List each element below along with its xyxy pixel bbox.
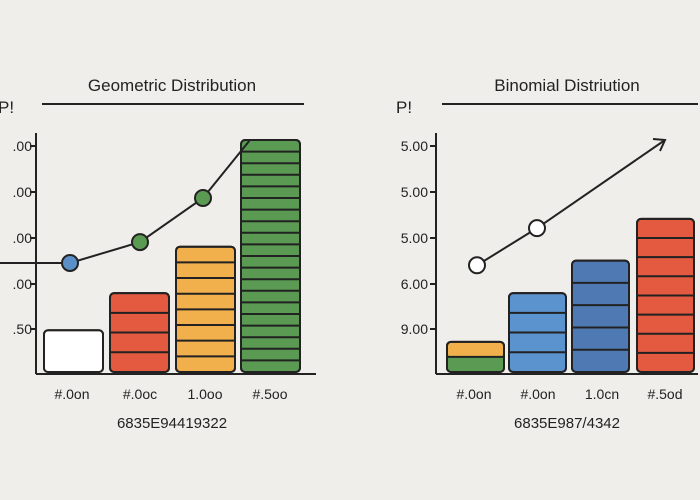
bar xyxy=(636,217,695,373)
bar xyxy=(43,329,104,373)
y-tick-label: .00 xyxy=(13,184,33,200)
line-point xyxy=(61,253,79,272)
trend-line xyxy=(0,139,251,264)
x-tick-label: #.5od xyxy=(647,386,682,402)
bar xyxy=(175,245,236,373)
chart-title: Geometric Distribution xyxy=(88,76,256,95)
bar xyxy=(571,259,630,374)
line-point xyxy=(468,256,486,275)
y-tick-label: 6.00 xyxy=(401,276,428,292)
x-tick-label: #.0oc xyxy=(123,386,157,402)
y-tick-label: .50 xyxy=(13,321,33,337)
line-point xyxy=(528,219,546,238)
bar xyxy=(240,139,301,373)
y-tick-label: 5.00 xyxy=(401,184,428,200)
bar xyxy=(109,292,170,373)
x-tick-label: #.0on xyxy=(520,386,555,402)
chart-caption: 6835E987/4342 xyxy=(514,415,620,432)
line-point xyxy=(131,233,149,252)
line-point xyxy=(194,189,212,207)
y-tick-label: 5.00 xyxy=(401,230,428,246)
chart-caption: 6835E94419322 xyxy=(117,415,227,432)
chart-title: Binomial Distriution xyxy=(494,76,640,95)
bar xyxy=(508,292,567,373)
x-tick-label: 1.0cn xyxy=(585,386,619,402)
x-tick-label: #.5oo xyxy=(252,386,287,402)
x-tick-label: 1.0oo xyxy=(187,386,222,402)
arrow-head xyxy=(652,138,667,152)
y-axis-label: P! xyxy=(0,98,14,117)
y-tick-label: 9.00 xyxy=(401,321,428,337)
y-tick-label: .00 xyxy=(13,230,33,246)
x-tick-label: #.0on xyxy=(456,386,491,402)
geometric-chart: Geometric Distribution P! .00 .00 .00 .00 .5… xyxy=(0,76,316,432)
y-axis-label: P! xyxy=(396,98,412,117)
bar xyxy=(446,340,505,373)
y-tick-label: .00 xyxy=(13,138,33,154)
y-tick-label: 5.00 xyxy=(401,138,428,154)
x-tick-label: #.0on xyxy=(54,386,89,402)
binomial-chart: Binomial Distriution P! 5.00 5.00 5.00 6.00… xyxy=(396,76,698,432)
y-tick-label: .00 xyxy=(13,276,33,292)
